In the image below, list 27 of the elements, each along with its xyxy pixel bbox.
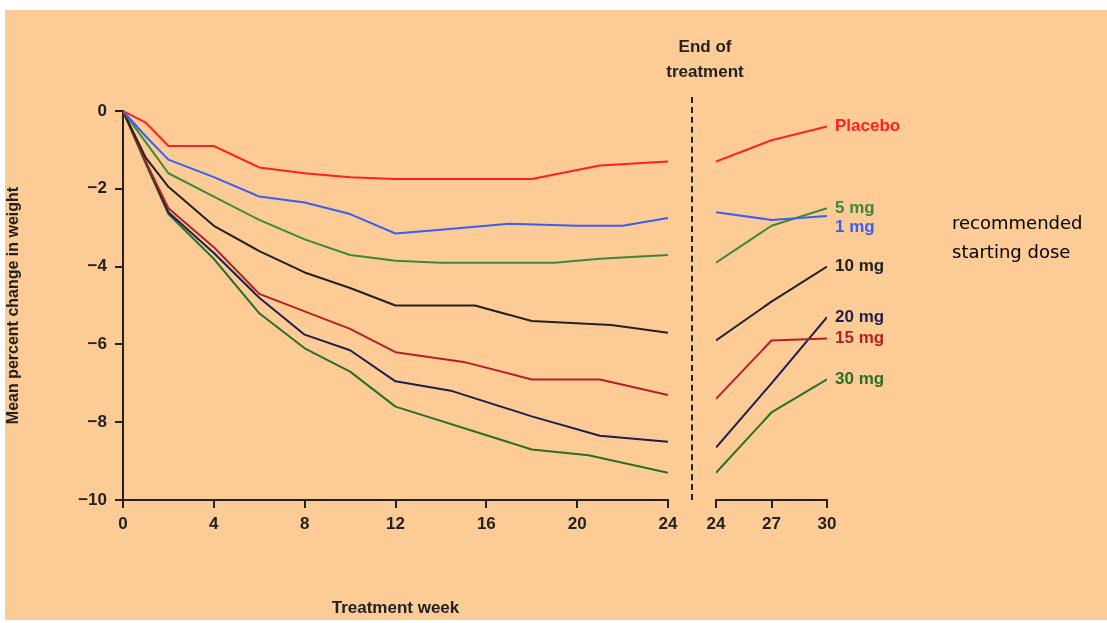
series-label: 5 mg	[835, 197, 875, 217]
series-label: 20 mg	[835, 306, 885, 326]
series-label: Placebo	[835, 116, 901, 136]
x-tick-label: 20	[567, 513, 587, 533]
x-tick-label: 30	[817, 513, 837, 533]
y-axis-title: Mean percent change in weight	[4, 186, 22, 425]
y-tick-label: −6	[87, 334, 107, 354]
text: End of treatment	[665, 36, 745, 83]
x-tick-label: 24	[658, 513, 678, 533]
series-label: 15 mg	[835, 328, 885, 348]
series-label: 30 mg	[835, 369, 885, 389]
series-label: 10 mg	[835, 256, 885, 276]
x-tick-label: 0	[118, 513, 128, 533]
x-tick-label: 12	[386, 513, 405, 533]
text: recommended starting dose	[952, 211, 1084, 264]
x-tick-label: 24	[706, 513, 726, 533]
y-tick-label: −10	[78, 489, 107, 509]
y-tick-label: −8	[87, 411, 107, 431]
y-tick-label: −2	[87, 178, 107, 198]
x-tick-label: 27	[762, 513, 781, 533]
x-tick-label: 8	[299, 513, 310, 533]
x-tick-label: 4	[209, 513, 220, 533]
series-label: 1 mg	[835, 216, 875, 236]
x-tick-label: 16	[476, 513, 496, 533]
x-axis-title: Treatment week	[331, 598, 460, 618]
y-tick-label: −4	[87, 256, 108, 276]
y-tick-label: 0	[97, 100, 107, 120]
